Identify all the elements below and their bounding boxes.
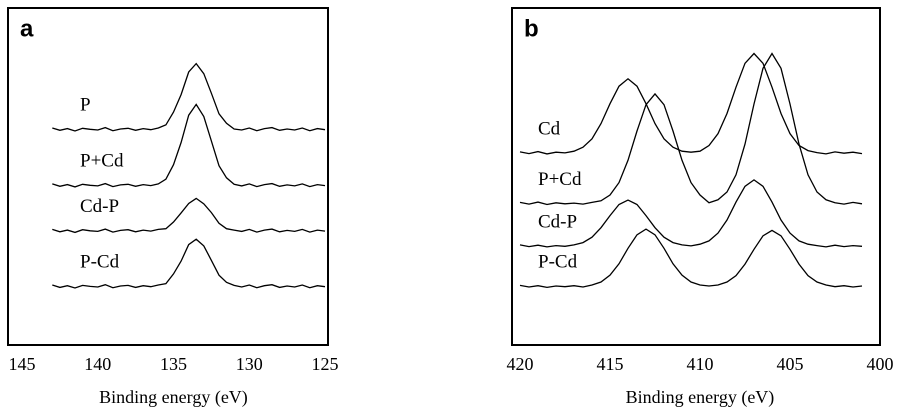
x-tick-label: 125 bbox=[312, 354, 339, 374]
spectrum-line bbox=[52, 197, 326, 234]
spectrum-line bbox=[52, 103, 326, 188]
series-label: Cd-P bbox=[538, 211, 577, 232]
series-label: P-Cd bbox=[538, 252, 578, 273]
x-tick-label: 400 bbox=[867, 354, 894, 374]
x-axis-label: Binding energy (eV) bbox=[626, 387, 775, 408]
series-label: P+Cd bbox=[538, 169, 582, 190]
x-tick-label: 145 bbox=[9, 354, 36, 374]
x-axis-label: Binding energy (eV) bbox=[99, 387, 248, 408]
series-label: P+Cd bbox=[80, 150, 124, 171]
x-tick-label: 405 bbox=[777, 354, 804, 374]
plot-frame bbox=[7, 7, 329, 346]
series-label: P-Cd bbox=[80, 251, 120, 272]
x-tick-label: 135 bbox=[160, 354, 187, 374]
x-tick-label: 130 bbox=[236, 354, 263, 374]
spectrum-line bbox=[519, 52, 863, 155]
spectrum-line bbox=[519, 179, 863, 248]
x-tick-label: 410 bbox=[687, 354, 714, 374]
x-tick-label: 420 bbox=[507, 354, 534, 374]
series-label: P bbox=[80, 94, 91, 115]
spectrum-line bbox=[52, 62, 326, 132]
spectrum-line bbox=[52, 238, 326, 289]
x-tick-label: 140 bbox=[84, 354, 111, 374]
panel-label: a bbox=[20, 15, 34, 42]
spectrum-line bbox=[519, 228, 863, 289]
panel-label: b bbox=[524, 15, 539, 42]
series-label: Cd bbox=[538, 118, 561, 139]
spectrum-line bbox=[519, 52, 863, 206]
plot-frame bbox=[511, 7, 881, 346]
x-tick-label: 415 bbox=[597, 354, 624, 374]
series-label: Cd-P bbox=[80, 196, 119, 217]
